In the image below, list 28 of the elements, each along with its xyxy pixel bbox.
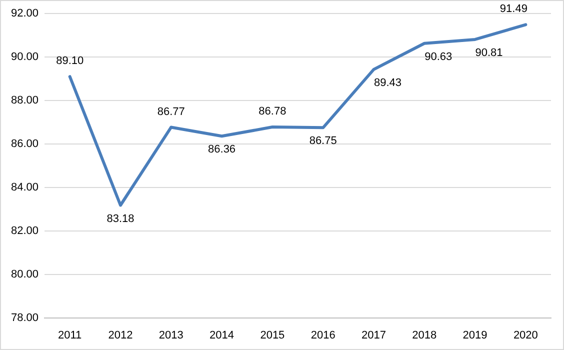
x-tick-label: 2020 [513, 329, 538, 342]
data-label: 89.10 [56, 55, 84, 68]
y-tick-label: 78.00 [10, 312, 39, 324]
x-tick-label: 2018 [412, 329, 437, 342]
data-label: 86.78 [258, 106, 286, 118]
y-tick-label: 84.00 [10, 181, 39, 194]
y-tick-label: 86.00 [10, 138, 39, 150]
y-tick-label: 92.00 [10, 8, 39, 20]
y-tick-label: 90.00 [10, 51, 39, 64]
x-tick-label: 2019 [462, 329, 488, 342]
x-tick-label: 2017 [361, 329, 386, 342]
data-label: 90.63 [424, 50, 452, 63]
x-tick-label: 2014 [210, 329, 234, 342]
y-tick-label: 80.00 [10, 268, 39, 280]
data-label: 86.36 [208, 144, 236, 156]
y-tick-label: 82.00 [10, 224, 39, 237]
data-label: 89.43 [374, 76, 402, 89]
data-label: 83.18 [106, 212, 134, 225]
x-tick-label: 2012 [108, 329, 133, 342]
y-tick-label: 88.00 [10, 94, 39, 107]
x-tick-label: 2011 [58, 329, 82, 342]
x-tick-label: 2016 [310, 329, 336, 342]
x-tick-label: 2015 [260, 329, 285, 342]
data-label: 86.77 [157, 106, 185, 118]
data-label: 91.49 [500, 3, 528, 16]
data-label: 90.81 [475, 46, 503, 59]
data-label: 86.75 [309, 135, 337, 148]
x-tick-label: 2013 [158, 329, 184, 342]
